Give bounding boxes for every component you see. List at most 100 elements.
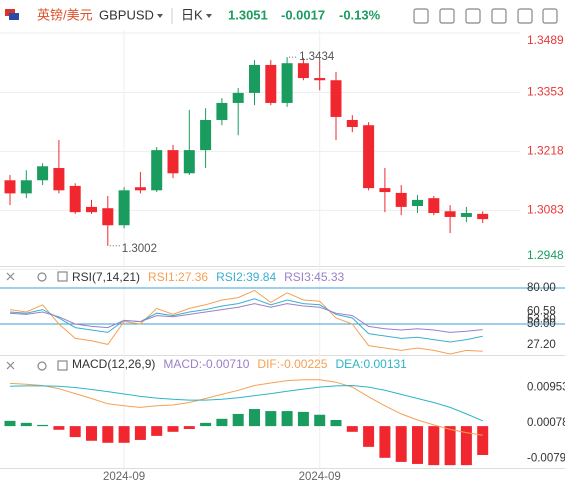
y-tick-label: 0.00078	[527, 417, 565, 429]
close-icon[interactable]	[6, 272, 15, 281]
candle-body	[281, 63, 293, 103]
candle-body	[363, 125, 375, 189]
histogram-bar	[363, 426, 375, 447]
candle-body	[20, 180, 32, 194]
legend-entry: DIF:-0.00225	[257, 357, 327, 371]
candle-body	[444, 211, 456, 217]
candle-body	[395, 192, 407, 207]
candle-body	[232, 92, 244, 103]
tool-button[interactable]	[413, 8, 429, 24]
y-tick-label: 0.00953	[527, 381, 565, 393]
y-tick-label: 1.3489	[527, 33, 564, 47]
candle-body	[53, 168, 65, 191]
x-tick-label: 2024-09	[299, 471, 341, 483]
histogram-bar	[379, 426, 391, 458]
candle-body	[330, 80, 342, 117]
histogram-bar	[281, 411, 293, 427]
period[interactable]: 日K	[181, 7, 203, 22]
toolbar	[413, 8, 558, 24]
legend-entry: RSI3:45.33	[284, 270, 344, 284]
y-tick-label: 60.58	[527, 305, 556, 317]
high-annotation: 1.3434	[299, 51, 335, 63]
y-tick-label: 50.00	[527, 318, 556, 330]
histogram-bar	[167, 426, 179, 432]
close-icon[interactable]	[6, 361, 15, 370]
candle-body	[249, 64, 260, 93]
series-line	[9, 384, 483, 422]
histogram-bar	[297, 411, 309, 427]
y-tick-label: 1.3083	[527, 203, 564, 217]
tool-button[interactable]	[542, 8, 558, 24]
settings-icon[interactable]	[37, 361, 47, 371]
histogram-bar	[37, 424, 49, 427]
low-annotation: 1.3002	[122, 243, 157, 255]
y-tick-label: 1.2948	[527, 248, 564, 262]
histogram-bar	[20, 422, 32, 427]
symbol[interactable]: GBPUSD	[99, 7, 154, 22]
panel-icons	[6, 271, 68, 371]
info-icon[interactable]	[57, 360, 68, 371]
candle-body	[134, 187, 146, 191]
candle-body	[102, 208, 114, 226]
candle-body	[167, 150, 179, 174]
histogram-bar	[444, 426, 456, 466]
histogram-bar	[183, 426, 195, 429]
y-tick-label: 53.80	[527, 313, 556, 325]
candle-body	[69, 185, 81, 213]
series-line	[9, 289, 483, 355]
candle-body	[412, 199, 423, 207]
histogram-bar	[134, 426, 146, 440]
histogram-bar	[249, 409, 260, 427]
histogram-bar	[460, 426, 472, 466]
histogram-bar	[200, 422, 212, 427]
candle-body	[379, 188, 391, 193]
legend-entry: RSI1:27.36	[148, 270, 208, 284]
candle-body	[297, 63, 309, 79]
legend-entry: RSI2:39.84	[216, 270, 276, 284]
histogram-bar	[4, 420, 16, 427]
candle-body	[346, 119, 358, 127]
change-pct: -0.13%	[339, 7, 381, 22]
y-tick-label: 1.3353	[527, 85, 564, 99]
panel-title: MACD(12,26,9)	[72, 357, 155, 371]
tool-button[interactable]	[439, 8, 455, 24]
x-tick-label: 2024-09	[103, 471, 145, 483]
candle-body	[477, 213, 489, 220]
series-line	[9, 379, 483, 436]
candle-body	[183, 150, 195, 174]
histogram-bar	[330, 420, 342, 427]
candle-body	[37, 166, 49, 181]
dropdown-arrow[interactable]	[206, 14, 212, 18]
candle-body	[428, 198, 440, 214]
candle-body	[200, 119, 212, 151]
candle-body	[314, 78, 326, 81]
legend-entry: MACD:-0.00710	[163, 357, 249, 371]
histogram-bar	[346, 426, 358, 432]
histogram-bar	[314, 414, 326, 427]
tool-button[interactable]	[517, 8, 533, 24]
tool-button[interactable]	[465, 8, 481, 24]
histogram-bar	[151, 426, 163, 436]
price: 1.3051	[228, 7, 268, 22]
histogram-bar	[118, 426, 130, 443]
flag-icon	[5, 9, 15, 16]
dropdown-arrow[interactable]	[157, 14, 163, 18]
info-icon[interactable]	[57, 271, 68, 282]
histogram-bar	[395, 426, 407, 462]
change: -0.0017	[281, 7, 325, 22]
flag-icon	[9, 13, 19, 20]
candle-body	[460, 213, 472, 217]
histogram-bar	[216, 418, 228, 427]
candle-body	[216, 102, 228, 120]
series-line	[9, 303, 483, 333]
settings-icon[interactable]	[37, 272, 47, 282]
y-tick-label: 1.3218	[527, 144, 564, 158]
legend-entry: DEA:0.00131	[335, 357, 407, 371]
y-tick-label: 27.20	[527, 339, 556, 351]
y-tick-label: 80.00	[527, 282, 556, 294]
candle-body	[118, 190, 130, 226]
candle-body	[86, 206, 97, 213]
tool-button[interactable]	[491, 8, 507, 24]
panel-title: RSI(7,14,21)	[72, 270, 140, 284]
